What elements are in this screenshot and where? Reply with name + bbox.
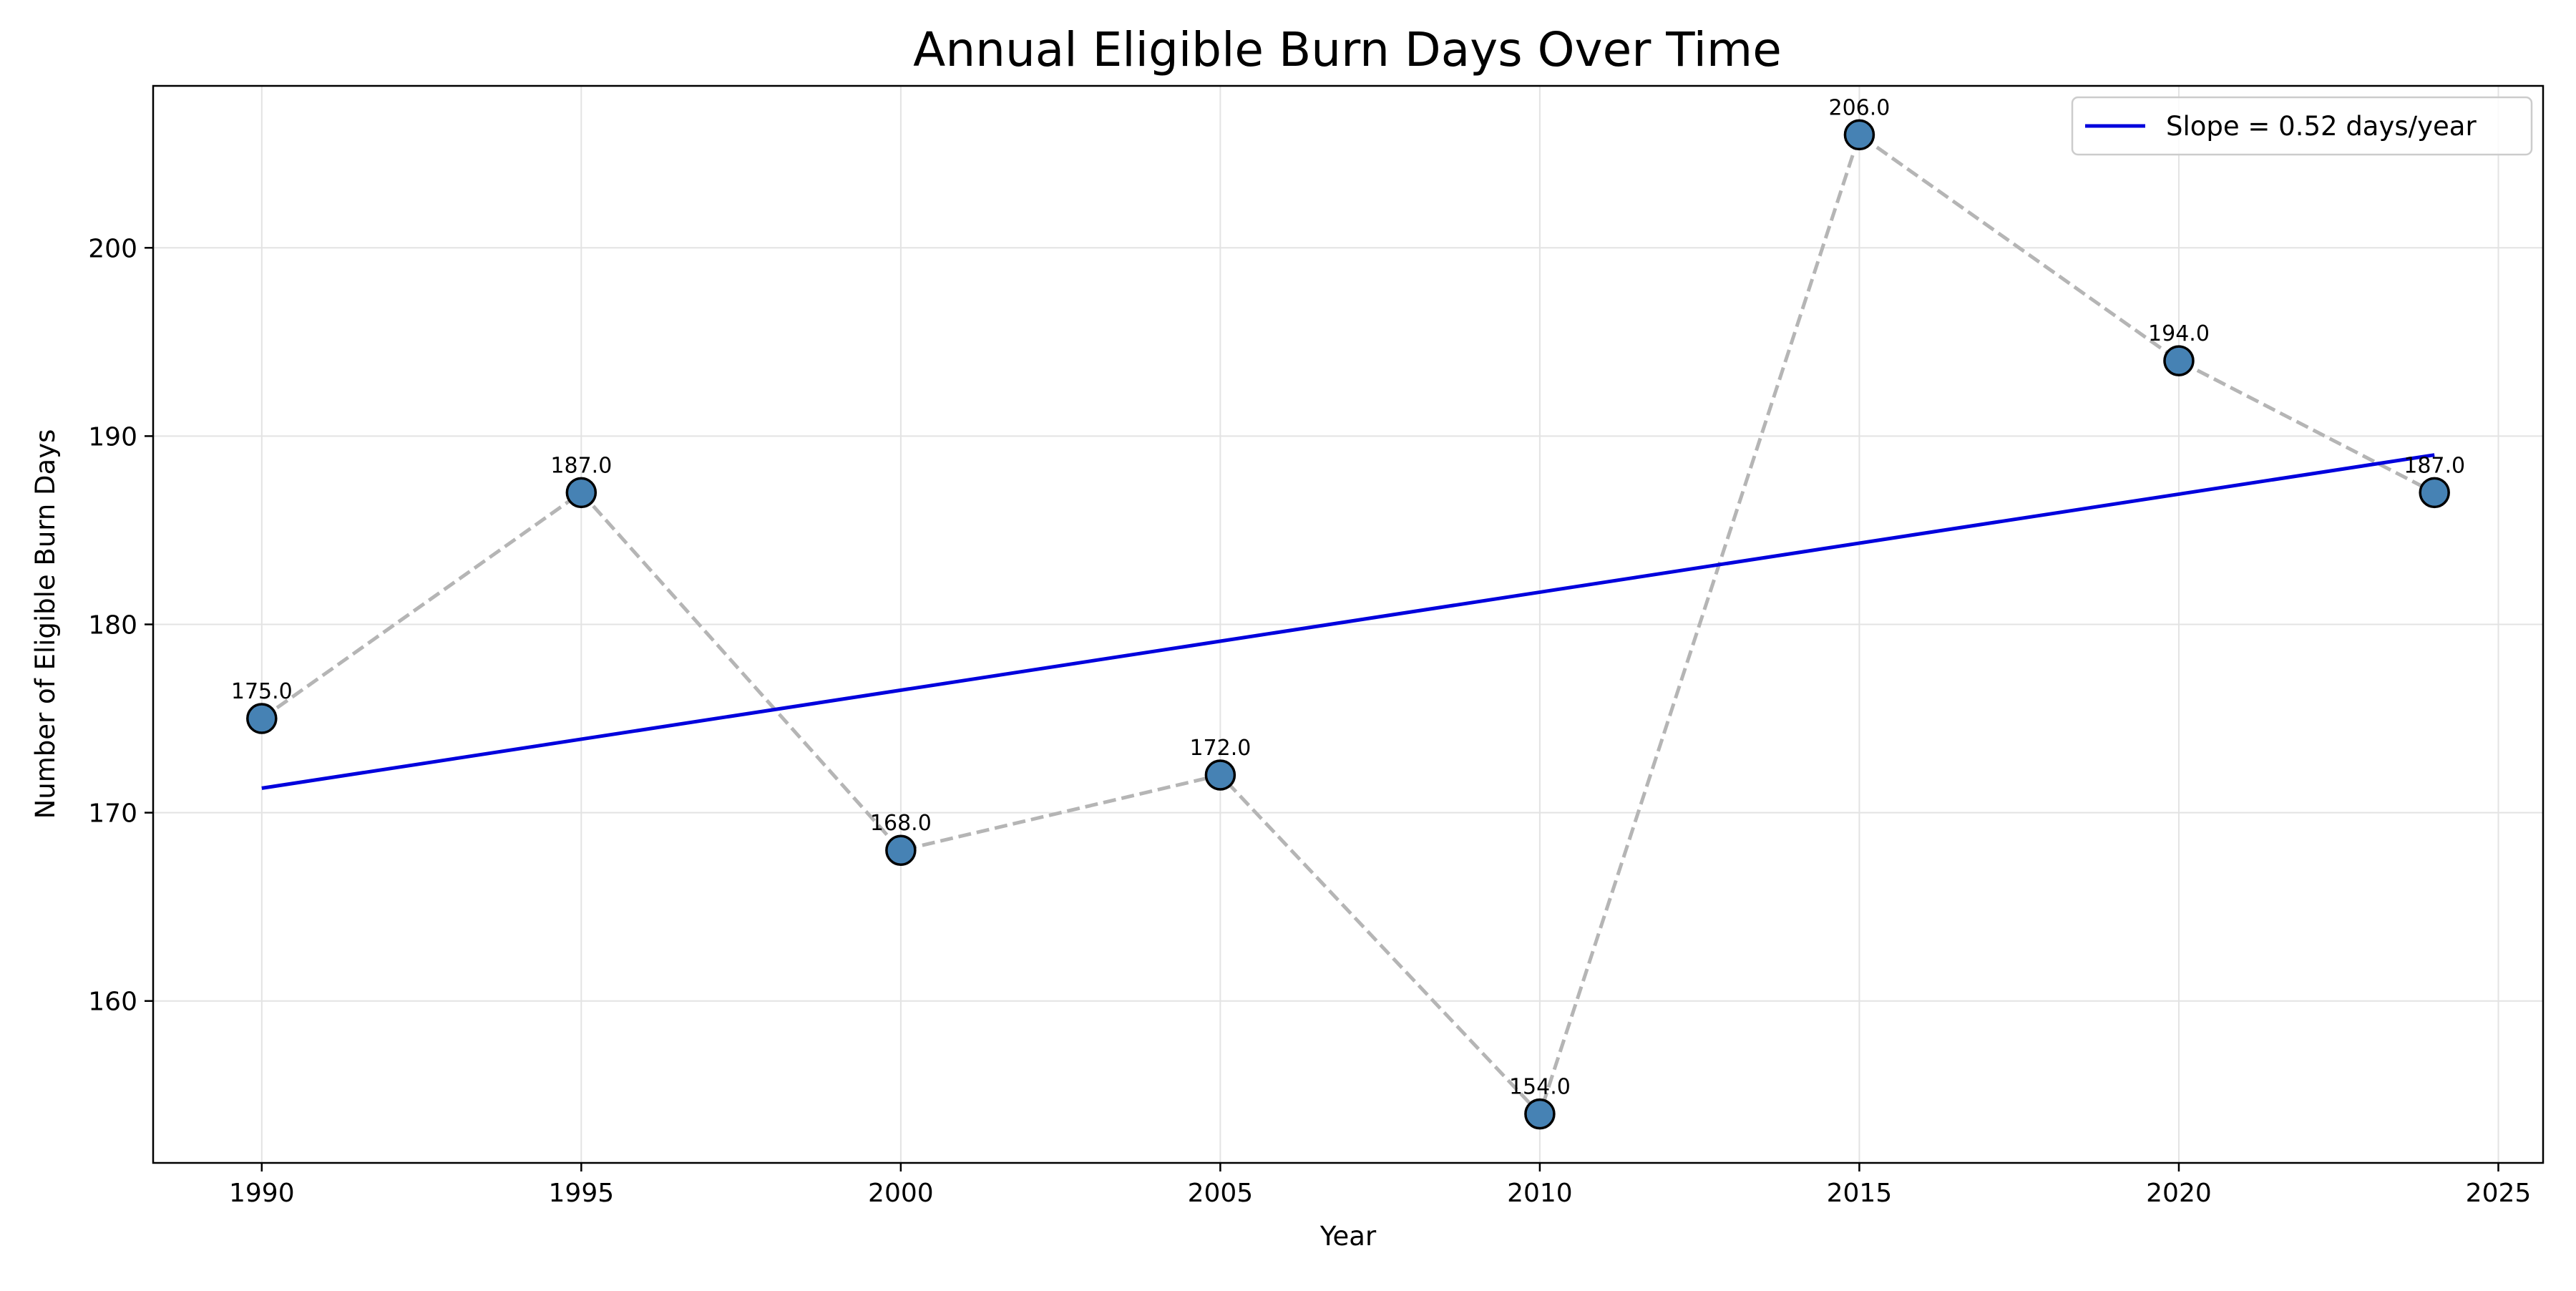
data-label-1990: 175.0 [231,679,293,704]
data-point-2015 [1843,119,1875,151]
data-point-2024 [2419,477,2450,509]
y-axis-ticks: 160 170 180 190 200 [88,234,153,1017]
x-axis-label: Year [1319,1221,1377,1252]
data-point-2020 [2163,345,2195,376]
data-point-1990 [246,703,278,734]
data-point-2000 [885,834,917,866]
trend-line [261,453,2435,790]
data-label-2020: 194.0 [2148,321,2210,346]
x-tick-label-1990: 1990 [229,1179,295,1208]
data-label-1995: 187.0 [550,453,612,478]
x-axis-ticks: 1990 1995 2000 2005 2010 2015 2020 2025 [229,1163,2531,1208]
y-tick-label-160: 160 [88,988,137,1017]
legend-label-trend-line: Slope = 0.52 days/year [2166,111,2477,142]
x-tick-label-2010: 2010 [1507,1179,1573,1208]
chart-title: Annual Eligible Burn Days Over Time [913,22,1782,77]
connector-line [260,132,2436,1118]
x-tick-label-2000: 2000 [868,1179,934,1208]
grid-layer [153,86,2543,1163]
y-tick-label-180: 180 [88,611,137,640]
data-label-2010: 154.0 [1509,1075,1571,1100]
data-label-2000: 168.0 [870,811,932,836]
legend-box [2071,96,2533,156]
x-tick-label-2005: 2005 [1188,1179,1254,1208]
data-point-2005 [1204,759,1236,791]
data-label-2024: 187.0 [2404,453,2465,478]
data-point-1995 [565,477,597,509]
x-tick-label-2015: 2015 [1827,1179,1893,1208]
data-point-2010 [1524,1098,1556,1130]
x-tick-label-2020: 2020 [2146,1179,2212,1208]
y-axis-label: Number of Eligible Burn Days [30,429,61,819]
labels-layer: 175.0 187.0 168.0 172.0 154.0 206.0 194.0 187.0 [231,95,2465,1099]
y-tick-label-190: 190 [88,422,137,452]
points-layer [246,119,2450,1130]
connector-layer [260,132,2436,1118]
data-label-2005: 172.0 [1189,736,1251,761]
y-tick-label-200: 200 [88,234,137,263]
legend: Slope = 0.52 days/year [2071,96,2533,156]
trend-layer [261,453,2435,790]
y-tick-label-170: 170 [88,799,137,829]
x-tick-label-1995: 1995 [549,1179,615,1208]
x-tick-label-2025: 2025 [2466,1179,2532,1208]
data-label-2015: 206.0 [1828,95,1890,120]
